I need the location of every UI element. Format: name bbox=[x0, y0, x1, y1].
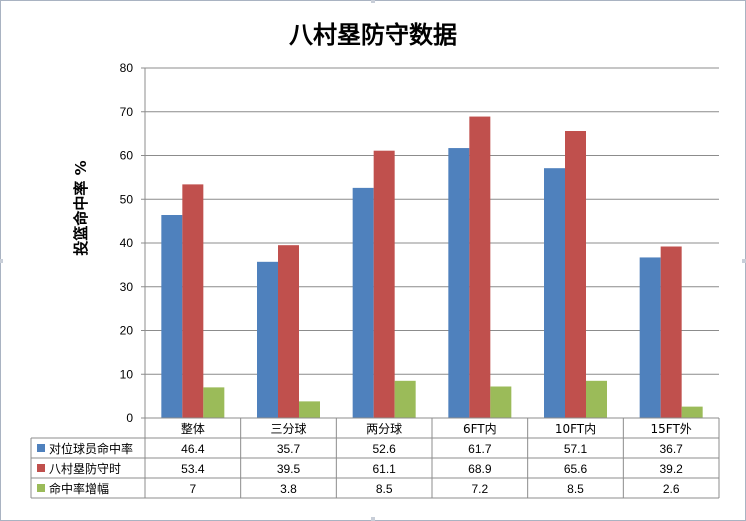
data-label: 35.7 bbox=[277, 442, 301, 456]
data-label: 2.6 bbox=[663, 482, 680, 496]
bar bbox=[448, 148, 470, 418]
data-label: 7.2 bbox=[471, 482, 488, 496]
legend-swatch bbox=[37, 444, 45, 452]
data-label: 68.9 bbox=[468, 462, 492, 476]
y-tick-label: 20 bbox=[120, 324, 134, 338]
bar bbox=[681, 406, 703, 418]
data-label: 8.5 bbox=[567, 482, 584, 496]
data-label: 52.6 bbox=[372, 442, 396, 456]
legend-entry: 对位球员命中率 bbox=[49, 441, 133, 456]
bar bbox=[257, 261, 278, 418]
bar bbox=[639, 257, 661, 418]
bar bbox=[161, 215, 183, 418]
data-label: 39.5 bbox=[277, 462, 301, 476]
category-label: 三分球 bbox=[270, 422, 306, 436]
category-label: 两分球 bbox=[366, 422, 402, 436]
legend-entry: 命中率增幅 bbox=[49, 481, 109, 496]
bar bbox=[373, 150, 395, 418]
resize-handle-bottom[interactable] bbox=[371, 517, 375, 521]
data-label: 61.1 bbox=[372, 462, 396, 476]
bar bbox=[394, 380, 416, 418]
legend-swatch bbox=[37, 484, 45, 492]
data-label: 8.5 bbox=[376, 482, 393, 496]
data-label: 53.4 bbox=[181, 462, 205, 476]
data-label: 61.7 bbox=[468, 442, 492, 456]
legend-entry: 八村塁防守时 bbox=[49, 461, 121, 476]
bar bbox=[490, 386, 512, 418]
y-tick-label: 60 bbox=[120, 149, 134, 163]
resize-handle-left[interactable] bbox=[0, 259, 3, 263]
bar bbox=[544, 168, 565, 418]
category-label: 15FT外 bbox=[651, 422, 692, 436]
bar bbox=[565, 131, 586, 418]
y-tick-label: 50 bbox=[120, 192, 134, 206]
gridlines bbox=[144, 67, 719, 418]
resize-handle-right[interactable] bbox=[742, 259, 746, 263]
data-label: 39.2 bbox=[659, 462, 683, 476]
bars bbox=[161, 116, 703, 418]
bar bbox=[469, 116, 491, 418]
data-label: 3.8 bbox=[280, 482, 297, 496]
data-label: 36.7 bbox=[659, 442, 683, 456]
category-label: 10FT内 bbox=[555, 422, 596, 436]
category-label: 整体 bbox=[181, 421, 205, 436]
y-tick-label: 30 bbox=[120, 280, 134, 294]
y-axis-label: 投篮命中率 % bbox=[72, 160, 90, 255]
y-axis-ticks: 0 10 20 30 40 50 60 70 80 bbox=[120, 61, 145, 425]
legend-swatch bbox=[37, 464, 45, 472]
y-tick-label: 80 bbox=[120, 61, 134, 75]
bar bbox=[586, 380, 607, 418]
data-label: 46.4 bbox=[181, 442, 205, 456]
y-tick-label: 0 bbox=[126, 411, 133, 425]
y-tick-label: 10 bbox=[120, 367, 134, 381]
y-tick-label: 40 bbox=[120, 236, 134, 250]
bar bbox=[660, 246, 682, 418]
bar bbox=[299, 401, 320, 418]
category-label: 6FT内 bbox=[463, 422, 497, 436]
data-label: 57.1 bbox=[564, 442, 588, 456]
bar bbox=[182, 184, 204, 418]
data-label: 7 bbox=[189, 482, 196, 496]
resize-handle-top[interactable] bbox=[371, 0, 375, 3]
y-tick-label: 70 bbox=[120, 105, 134, 119]
bar bbox=[278, 245, 299, 418]
bar bbox=[352, 187, 374, 418]
chart-title: 八村塁防守数据 bbox=[289, 21, 457, 49]
bar bbox=[203, 387, 225, 418]
data-label: 65.6 bbox=[564, 462, 588, 476]
